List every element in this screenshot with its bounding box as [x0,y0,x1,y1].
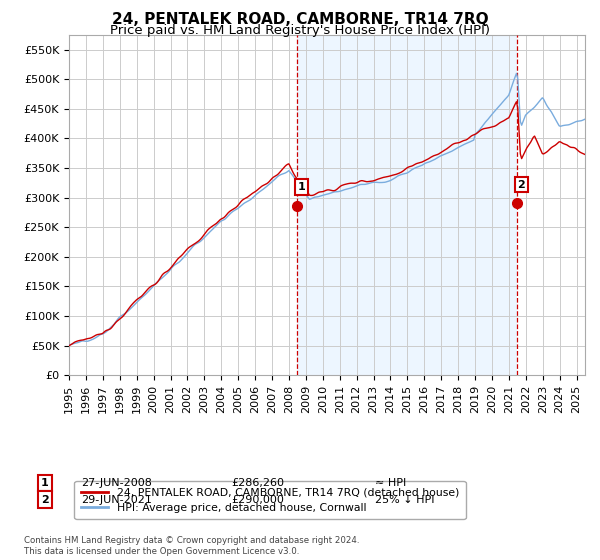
Text: 29-JUN-2021: 29-JUN-2021 [81,494,152,505]
Text: Contains HM Land Registry data © Crown copyright and database right 2024.
This d: Contains HM Land Registry data © Crown c… [24,536,359,556]
Text: 24, PENTALEK ROAD, CAMBORNE, TR14 7RQ: 24, PENTALEK ROAD, CAMBORNE, TR14 7RQ [112,12,488,27]
Text: £286,260: £286,260 [231,478,284,488]
Legend: 24, PENTALEK ROAD, CAMBORNE, TR14 7RQ (detached house), HPI: Average price, deta: 24, PENTALEK ROAD, CAMBORNE, TR14 7RQ (d… [74,481,466,520]
Text: 25% ↓ HPI: 25% ↓ HPI [375,494,434,505]
Text: 2: 2 [518,180,525,189]
Text: 2: 2 [41,494,49,505]
Bar [297,35,517,375]
Text: ≈ HPI: ≈ HPI [375,478,406,488]
Text: Price paid vs. HM Land Registry's House Price Index (HPI): Price paid vs. HM Land Registry's House … [110,24,490,37]
Text: 27-JUN-2008: 27-JUN-2008 [81,478,152,488]
Text: 1: 1 [41,478,49,488]
Text: 1: 1 [298,182,305,192]
Text: £290,000: £290,000 [231,494,284,505]
